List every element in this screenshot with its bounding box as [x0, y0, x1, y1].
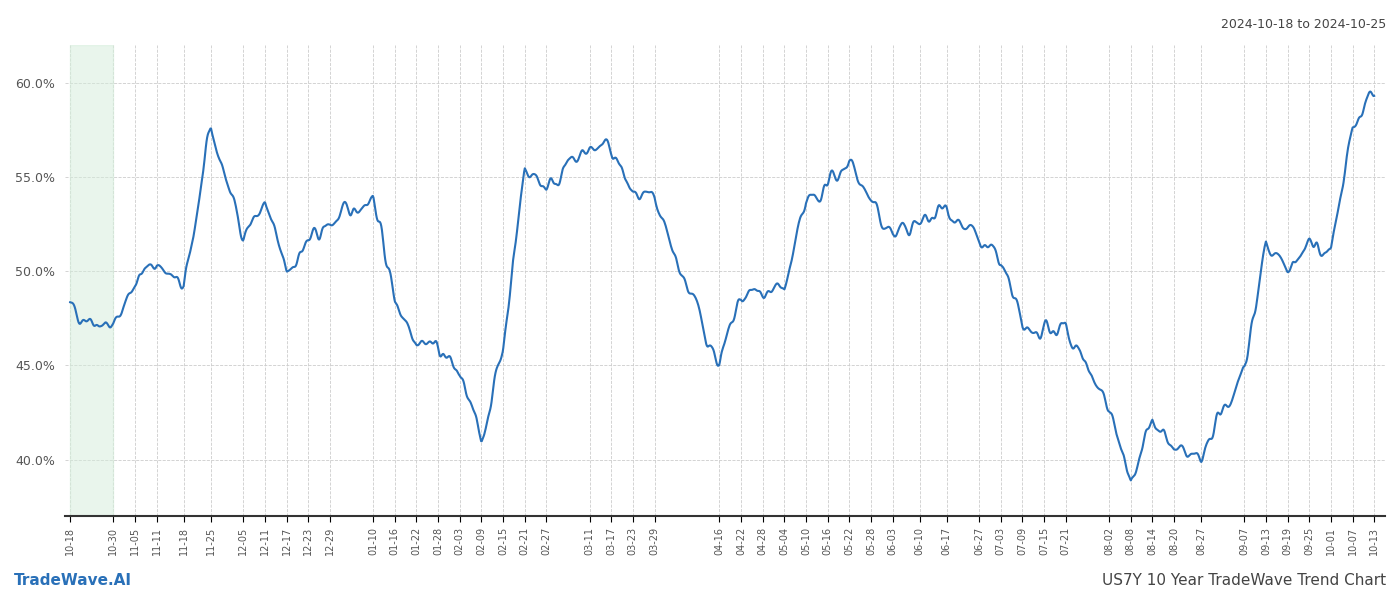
Text: US7Y 10 Year TradeWave Trend Chart: US7Y 10 Year TradeWave Trend Chart [1102, 573, 1386, 588]
Text: TradeWave.AI: TradeWave.AI [14, 573, 132, 588]
Text: 2024-10-18 to 2024-10-25: 2024-10-18 to 2024-10-25 [1221, 18, 1386, 31]
Bar [70, 45, 113, 516]
